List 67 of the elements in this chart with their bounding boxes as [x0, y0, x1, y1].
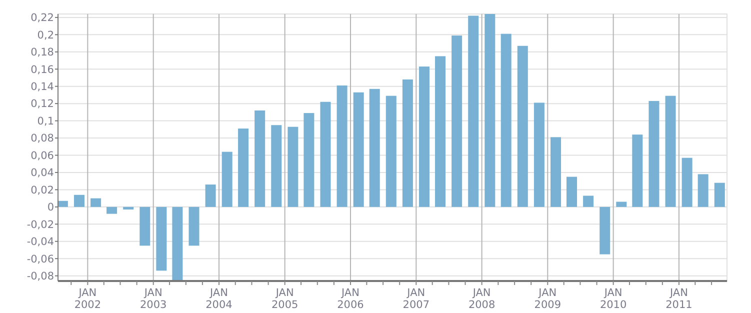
y-tick-label: 0,02: [30, 184, 54, 196]
y-tick-label: 0,04: [30, 167, 54, 180]
bar: [665, 96, 676, 207]
bar: [140, 206, 150, 246]
y-tick-label: -0,06: [26, 253, 54, 266]
bar: [320, 102, 331, 207]
y-tick-label: 0,12: [30, 98, 54, 110]
y-tick-label: 0,2: [37, 29, 54, 42]
x-tick-label: JAN 2008: [468, 287, 496, 312]
y-tick-label: 0,16: [30, 64, 54, 76]
x-tick-label: JAN 2010: [600, 287, 627, 312]
bar: [682, 158, 692, 207]
bar: [288, 126, 298, 207]
bar: [254, 110, 266, 207]
x-tick-label: JAN 2004: [206, 287, 233, 312]
bar: [57, 200, 68, 207]
x-tick-label: JAN 2003: [140, 287, 167, 312]
bar: [468, 16, 479, 207]
bar: [452, 36, 462, 207]
x-tick-label: JAN 2005: [271, 287, 298, 312]
bar: [534, 102, 544, 207]
bar: [517, 46, 528, 207]
y-tick-label: 0,1: [37, 115, 54, 128]
y-tick-label: 0,14: [30, 81, 54, 94]
bar: [386, 96, 396, 207]
bar: [698, 174, 708, 207]
bar: [188, 206, 200, 246]
y-tick-label: 0,06: [30, 150, 54, 162]
bar: [566, 176, 578, 207]
x-tick-label: JAN 2007: [402, 287, 430, 312]
bar: [353, 92, 364, 207]
bar: [156, 206, 167, 271]
bar: [484, 14, 496, 207]
x-tick-label: JAN 2002: [74, 287, 102, 312]
bar: [500, 34, 512, 207]
bar: [123, 206, 134, 210]
bar: [205, 184, 216, 207]
bar: [271, 125, 282, 207]
bar: [600, 206, 610, 254]
bar: [369, 88, 380, 207]
bar: [714, 182, 725, 207]
y-tick-label: 0,18: [30, 46, 54, 59]
bar: [632, 134, 643, 207]
y-tick-label: -0,02: [26, 218, 54, 231]
bar: [304, 113, 314, 207]
bar: [435, 56, 446, 207]
x-tick-label: JAN 2006: [337, 287, 364, 312]
bar: [419, 66, 430, 207]
bar: [74, 194, 84, 207]
bar: [336, 85, 348, 207]
x-tick-label: JAN 2011: [666, 287, 692, 312]
y-tick-label: 0: [47, 202, 54, 214]
y-tick-label: -0,08: [26, 270, 54, 283]
bar: [616, 202, 627, 207]
y-tick-label: -0,04: [26, 236, 54, 248]
bar: [402, 79, 413, 207]
y-tick-label: 0,08: [30, 132, 54, 145]
bar: [172, 206, 183, 281]
y-tick-label: 0,22: [30, 12, 54, 24]
x-tick-label: JAN 2009: [534, 287, 562, 312]
bar: [238, 128, 249, 207]
bar: [583, 196, 594, 207]
bar: [106, 206, 118, 214]
bar: [550, 137, 561, 207]
bar: [648, 100, 660, 207]
bar: [90, 198, 102, 207]
bar: [222, 152, 232, 207]
